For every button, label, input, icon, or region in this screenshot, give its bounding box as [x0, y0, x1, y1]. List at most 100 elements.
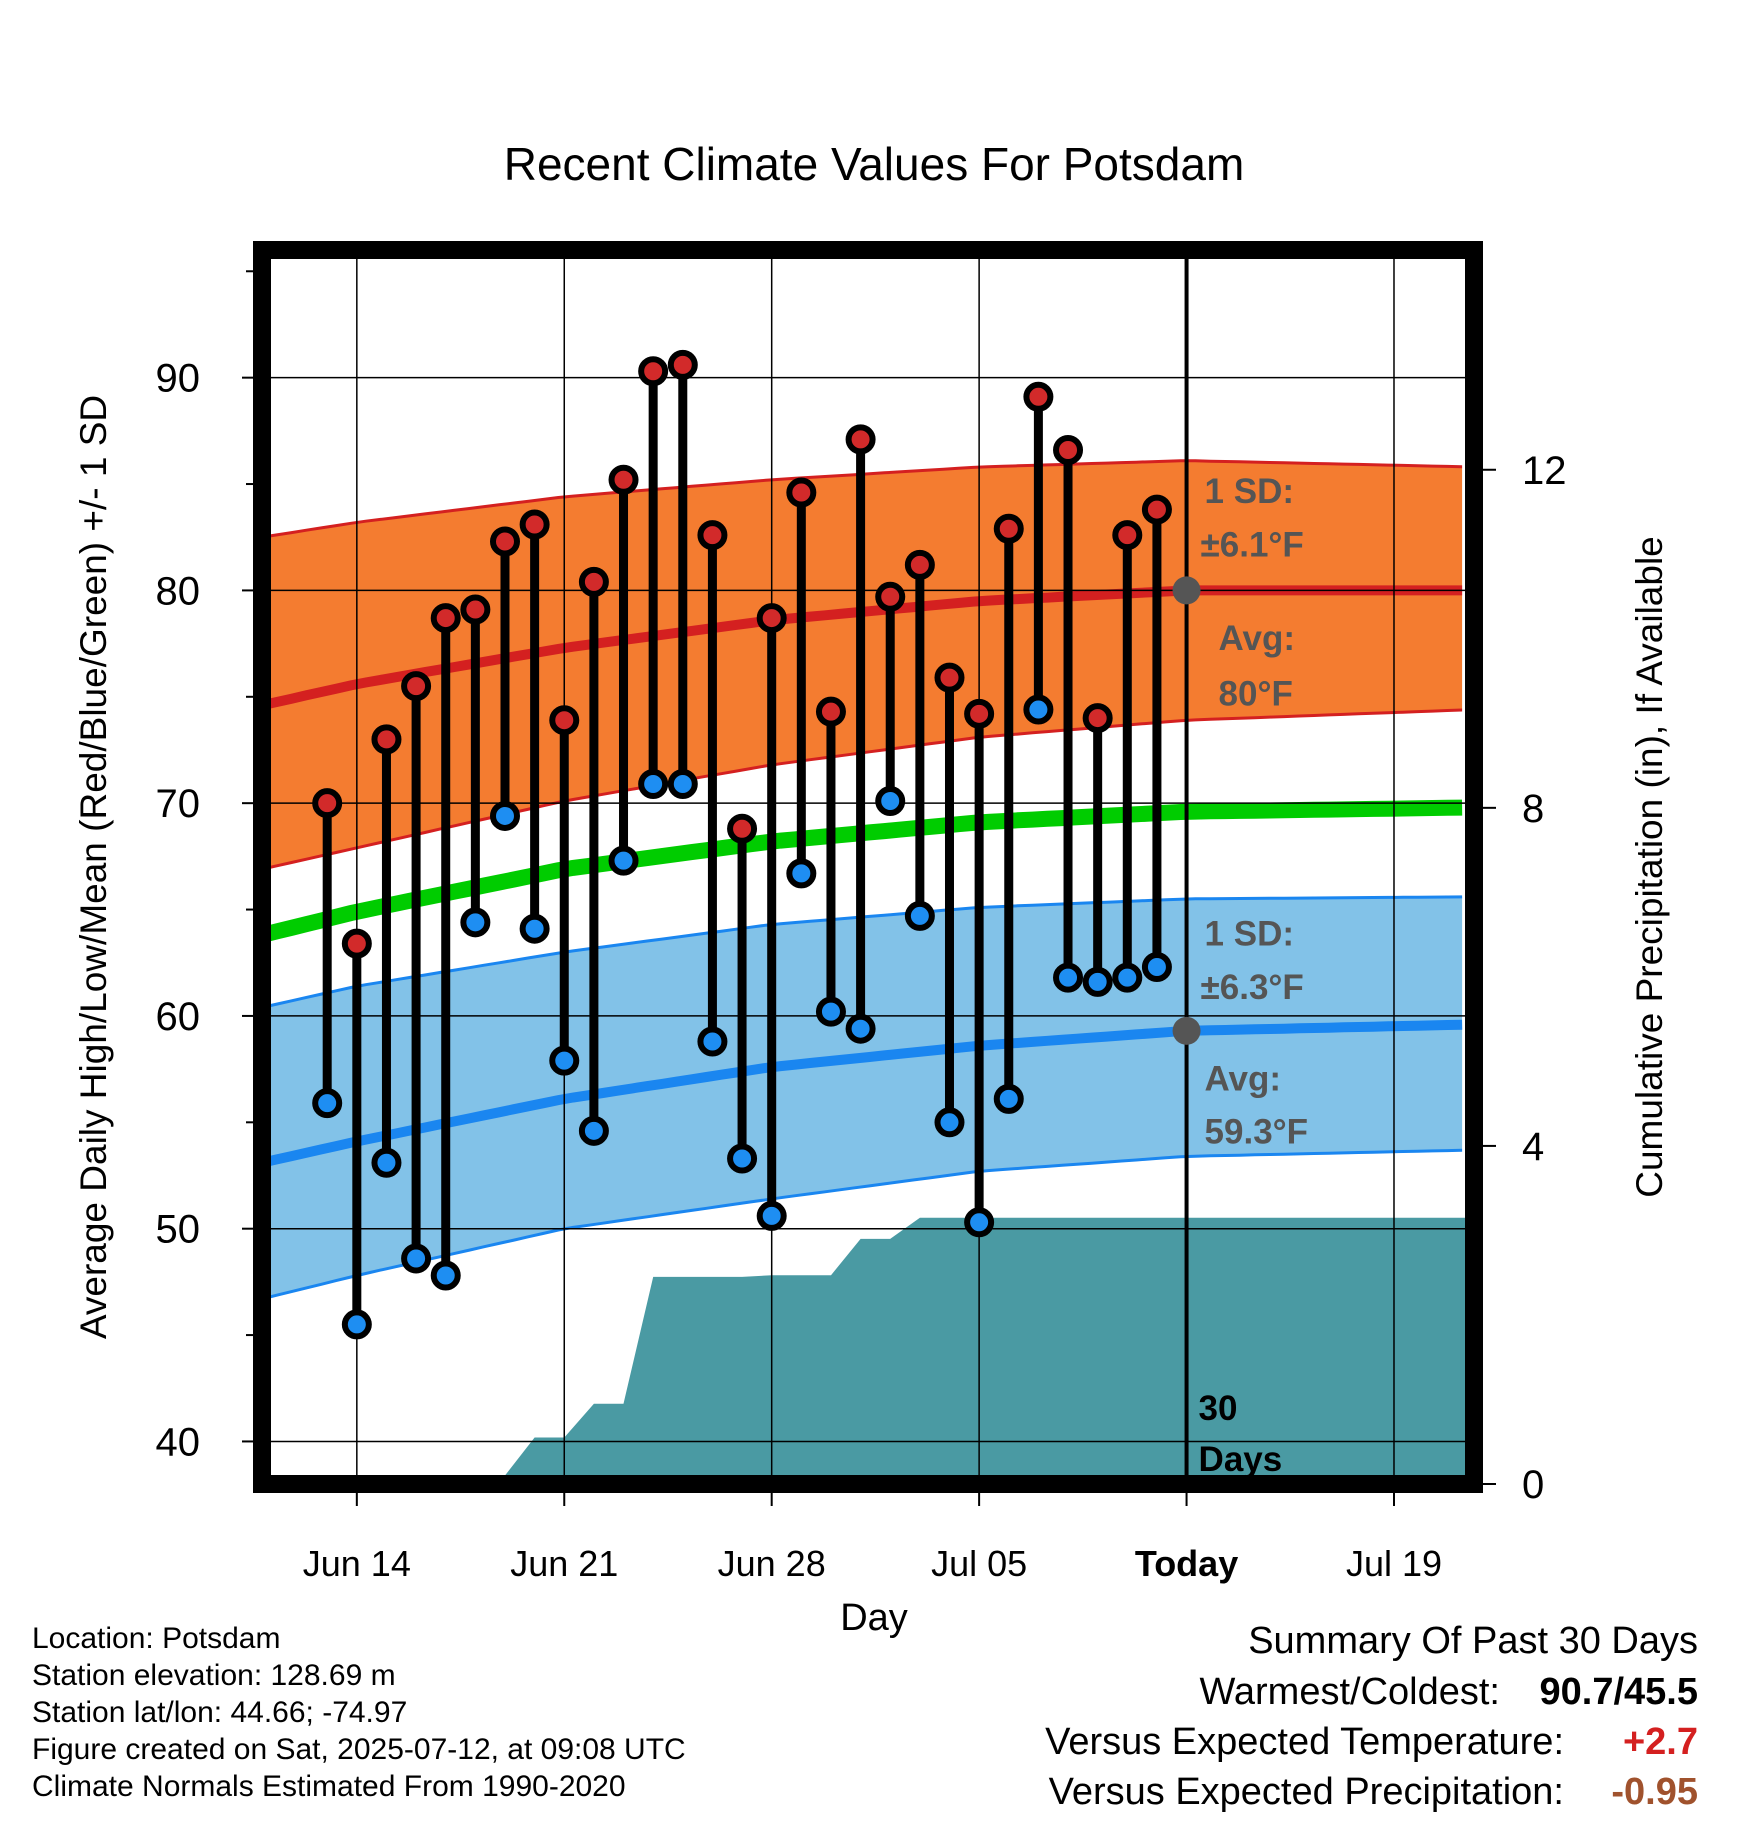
low-sd-value: ±6.3°F	[1201, 968, 1304, 1007]
daily-high-point	[1053, 434, 1084, 465]
daily-high-point	[904, 549, 935, 580]
daily-high-point	[401, 671, 432, 702]
summary-temp: Versus Expected Temperature: +2.7	[798, 1717, 1698, 1767]
daily-low-point	[312, 1088, 343, 1119]
plot-frame	[253, 241, 1483, 1493]
summary-title: Summary Of Past 30 Days	[1248, 1620, 1698, 1662]
daily-high-point	[430, 603, 461, 634]
high-avg-label: Avg:	[1219, 619, 1295, 658]
daily-low-point	[1053, 962, 1084, 993]
daily-low-point	[401, 1243, 432, 1274]
high-avg-marker	[1172, 576, 1201, 605]
daily-low-point	[489, 800, 520, 831]
latlon-label: Station lat/lon: 44.66; -74.97	[32, 1696, 408, 1729]
period-unit: Days	[1199, 1440, 1283, 1479]
daily-high-point	[312, 788, 343, 819]
summary-panel: Summary Of Past 30 Days Warmest/Coldest:…	[798, 1620, 1698, 1817]
y2-tick-label: 8	[1522, 787, 1544, 831]
daily-low-point	[430, 1260, 461, 1291]
daily-low-point	[1023, 694, 1054, 725]
daily-low-point	[1112, 962, 1143, 993]
high-sd-label: 1 SD:	[1205, 472, 1294, 511]
period-number: 30	[1199, 1389, 1238, 1428]
created-label: Figure created on Sat, 2025-07-12, at 09…	[32, 1733, 686, 1766]
temp-value: +2.7	[1622, 1721, 1698, 1763]
low-avg-marker	[1172, 1016, 1201, 1045]
daily-high-point	[1141, 494, 1172, 525]
daily-low-point	[697, 1026, 728, 1057]
station-info: Location: Potsdam Station elevation: 128…	[32, 1620, 686, 1805]
summary-precip: Versus Expected Precipitation: -0.95	[798, 1767, 1698, 1817]
normal-low-line	[262, 1019, 1463, 1168]
daily-high-point	[341, 928, 372, 959]
x-tick-label: Jun 21	[510, 1543, 618, 1584]
daily-high-point	[875, 581, 906, 612]
daily-low-point	[578, 1115, 609, 1146]
daily-high-point	[934, 662, 965, 693]
x-tick-label: Jul 19	[1346, 1543, 1442, 1584]
daily-high-point	[578, 566, 609, 597]
daily-low-point	[993, 1083, 1024, 1114]
daily-high-point	[608, 464, 639, 495]
daily-low-point	[1141, 951, 1172, 982]
daily-low-point	[964, 1207, 995, 1238]
daily-high-point	[489, 526, 520, 557]
daily-low-point	[815, 996, 846, 1027]
y-axis-label-left: Average Daily High/Low/Mean (Red/Blue/Gr…	[73, 395, 114, 1339]
daily-high-point	[371, 724, 402, 755]
warm-cold-label: Warmest/Coldest:	[1199, 1671, 1500, 1713]
y-tick-label: 50	[156, 1208, 201, 1252]
y-axis-label-right: Cumulative Precipitation (in), If Availa…	[1629, 536, 1670, 1198]
daily-low-point	[638, 769, 669, 800]
daily-low-point	[667, 769, 698, 800]
location-label: Location: Potsdam	[32, 1622, 281, 1655]
precip-area	[262, 1217, 1474, 1484]
normals-label: Climate Normals Estimated From 1990-2020	[32, 1770, 626, 1803]
summary-warm-cold: Warmest/Coldest: 90.7/45.5	[798, 1667, 1698, 1717]
daily-high-point	[727, 813, 758, 844]
x-tick-label: Jul 05	[931, 1543, 1027, 1584]
daily-high-point	[993, 513, 1024, 544]
daily-low-point	[875, 786, 906, 817]
daily-high-point	[1023, 381, 1054, 412]
y-tick-label: 60	[156, 995, 201, 1039]
daily-low-point	[904, 900, 935, 931]
daily-high-point	[1112, 520, 1143, 551]
daily-high-point	[815, 696, 846, 727]
daily-low-point	[519, 913, 550, 944]
chart-title: Recent Climate Values For Potsdam	[504, 138, 1245, 190]
daily-low-point	[786, 858, 817, 889]
y-tick-label: 80	[156, 569, 201, 613]
y-tick-label: 70	[156, 782, 201, 826]
warm-cold-value: 90.7/45.5	[1539, 1671, 1698, 1713]
daily-low-point	[1082, 966, 1113, 997]
low-avg-label: Avg:	[1205, 1059, 1281, 1098]
x-axis-label: Day	[840, 1597, 908, 1639]
low-avg-value: 59.3°F	[1205, 1113, 1309, 1152]
daily-high-point	[638, 356, 669, 387]
elevation-label: Station elevation: 128.69 m	[32, 1659, 396, 1692]
daily-low-point	[549, 1045, 580, 1076]
y-tick-label: 40	[156, 1420, 201, 1464]
daily-low-point	[371, 1147, 402, 1178]
x-tick-label: Jun 14	[303, 1543, 411, 1584]
daily-high-point	[549, 705, 580, 736]
x-tick-label: Jun 28	[718, 1543, 826, 1584]
daily-low-point	[460, 907, 491, 938]
daily-high-point	[667, 349, 698, 380]
low-sd-lower-line	[262, 1148, 1463, 1301]
high-avg-value: 80°F	[1219, 674, 1293, 713]
daily-high-point	[756, 603, 787, 634]
daily-high-point	[519, 509, 550, 540]
y2-tick-label: 0	[1522, 1463, 1544, 1507]
daily-high-point	[1082, 703, 1113, 734]
daily-high-point	[845, 424, 876, 455]
daily-high-point	[786, 477, 817, 508]
daily-low-point	[756, 1200, 787, 1231]
y2-tick-label: 4	[1522, 1125, 1544, 1169]
daily-high-point	[964, 698, 995, 729]
daily-high-point	[460, 594, 491, 625]
daily-high-point	[697, 520, 728, 551]
x-tick-label: Today	[1135, 1543, 1238, 1584]
